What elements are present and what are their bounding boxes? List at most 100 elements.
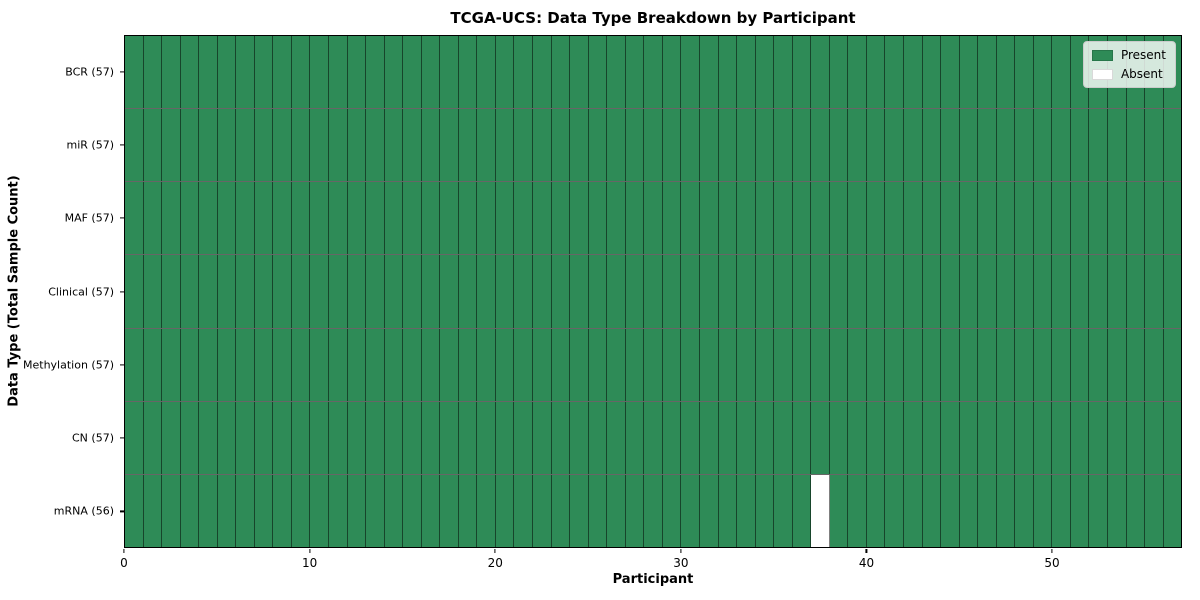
cell-present — [662, 255, 682, 328]
cell-present — [681, 182, 700, 255]
cell-present — [903, 328, 923, 401]
cell-present — [941, 182, 960, 255]
cell-present — [329, 401, 348, 474]
cell-present — [570, 255, 589, 328]
cell-present — [199, 109, 218, 182]
cell-present — [718, 36, 738, 109]
cell-present — [848, 109, 867, 182]
cell-present — [1089, 109, 1108, 182]
cell-present — [737, 474, 756, 547]
cell-present — [1126, 109, 1146, 182]
x-tick-mark — [123, 549, 125, 553]
cell-present — [125, 182, 144, 255]
x-tick-mark — [865, 549, 868, 553]
cell-present — [1033, 255, 1053, 328]
cell-present — [162, 109, 181, 182]
x-axis-ticks: 0 10 20 30 40 50 — [120, 548, 1182, 574]
cell-present — [291, 474, 311, 547]
legend-swatch-present — [1091, 49, 1113, 61]
cell-present — [495, 182, 515, 255]
cell-present — [421, 182, 441, 255]
cell-present — [477, 36, 496, 109]
cell-present — [885, 328, 904, 401]
cell-present — [1052, 109, 1071, 182]
cell-present — [347, 109, 367, 182]
cell-present — [217, 401, 237, 474]
cell-present — [829, 474, 849, 547]
cell-present — [1070, 401, 1090, 474]
cell-present — [959, 401, 979, 474]
cell-present — [199, 182, 218, 255]
cell-present — [458, 401, 478, 474]
cell-present — [644, 109, 663, 182]
cell-present — [458, 474, 478, 547]
cell-present — [495, 474, 515, 547]
cell-present — [866, 474, 886, 547]
cell-present — [421, 36, 441, 109]
cell-present — [681, 328, 700, 401]
cell-present — [384, 401, 404, 474]
cell-present — [848, 36, 867, 109]
cell-present — [625, 109, 645, 182]
heatmap-row-maf — [125, 182, 1182, 256]
cell-present — [625, 474, 645, 547]
cell-present — [1033, 474, 1053, 547]
cell-present — [941, 36, 960, 109]
cell-present — [440, 474, 459, 547]
cell-present — [329, 182, 348, 255]
cell-present — [959, 255, 979, 328]
cell-present — [440, 36, 459, 109]
cell-present — [310, 182, 330, 255]
cell-present — [1126, 401, 1146, 474]
cell-present — [143, 109, 163, 182]
cell-present — [440, 255, 459, 328]
y-tick-mark — [120, 144, 124, 146]
cell-present — [291, 328, 311, 401]
heatmap-row-methylation — [125, 328, 1182, 402]
cell-present — [903, 182, 923, 255]
cell-present — [848, 401, 867, 474]
cell-present — [848, 328, 867, 401]
cell-present — [792, 474, 812, 547]
cell-present — [1015, 109, 1034, 182]
cell-present — [755, 255, 775, 328]
x-tick-mark — [680, 549, 682, 553]
cell-present — [551, 36, 571, 109]
cell-present — [291, 109, 311, 182]
cell-present — [143, 328, 163, 401]
cell-present — [273, 474, 292, 547]
cell-present — [1107, 255, 1127, 328]
cell-present — [477, 182, 496, 255]
cell-present — [1126, 474, 1146, 547]
cell-present — [978, 474, 997, 547]
cell-present — [885, 401, 904, 474]
legend-swatch-absent — [1091, 68, 1113, 80]
cell-present — [737, 182, 756, 255]
cell-present — [718, 401, 738, 474]
cell-present — [366, 401, 385, 474]
cell-present — [866, 109, 886, 182]
cell-present — [774, 109, 793, 182]
cell-present — [180, 255, 200, 328]
cell-present — [162, 401, 181, 474]
cell-present — [366, 474, 385, 547]
cell-present — [996, 182, 1016, 255]
cell-present — [1107, 109, 1127, 182]
cell-present — [291, 36, 311, 109]
cell-present — [217, 182, 237, 255]
cell-present — [458, 36, 478, 109]
cell-present — [699, 109, 719, 182]
legend: Present Absent — [1082, 41, 1176, 88]
cell-present — [403, 109, 422, 182]
cell-present — [440, 401, 459, 474]
cell-present — [1107, 182, 1127, 255]
cell-present — [1089, 401, 1108, 474]
cell-present — [162, 474, 181, 547]
cell-present — [533, 328, 552, 401]
cell-present — [514, 255, 534, 328]
cell-present — [625, 255, 645, 328]
cell-present — [607, 182, 626, 255]
cell-present — [366, 182, 385, 255]
cell-present — [1107, 328, 1127, 401]
